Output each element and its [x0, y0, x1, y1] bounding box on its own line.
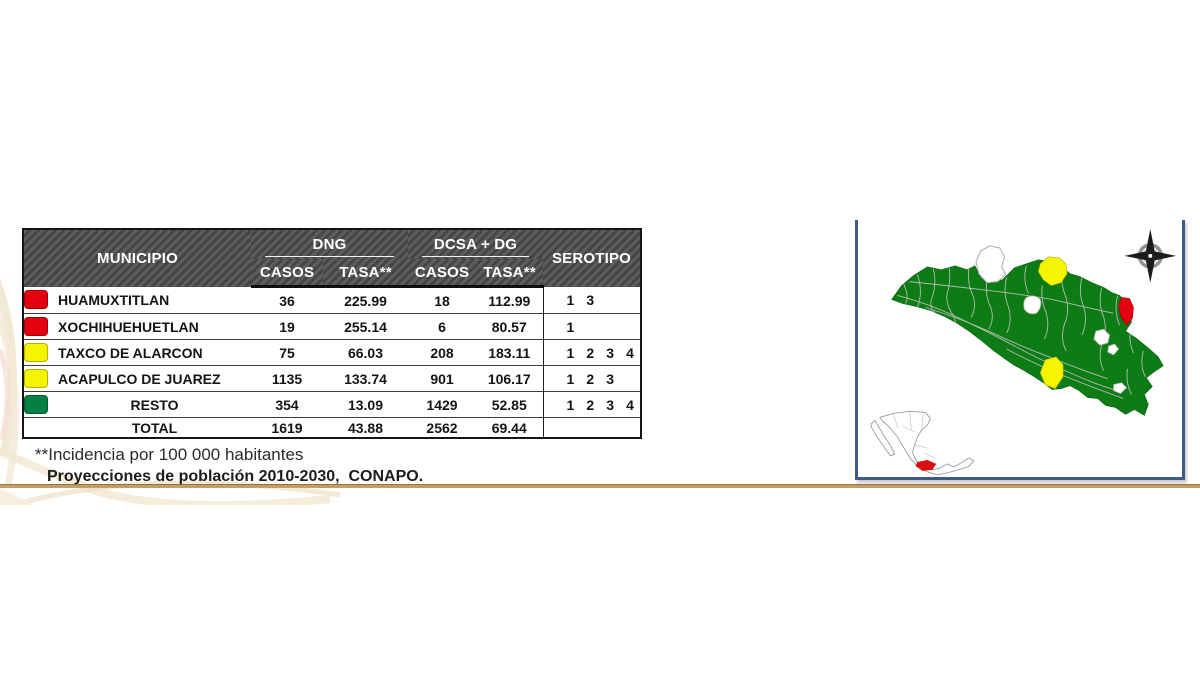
footnotes: **Incidencia por 100 000 habitantes Proy…: [35, 444, 423, 488]
mexico-inset-map: [870, 411, 975, 476]
table-row: ACAPULCO DE JUAREZ 1135 133.74 901 106.1…: [23, 365, 641, 392]
divider-rule: [0, 484, 1200, 488]
municipal-boundaries: [897, 265, 1146, 399]
municipality-highlight-yellow-south: [1039, 356, 1064, 389]
outlined-municipality: [975, 245, 1007, 284]
dengue-table: MUNICIPIO DNG DCSA + DG SEROTIPO CASOS T…: [22, 228, 642, 439]
header-dcsa-casos: CASOS: [408, 259, 476, 288]
header-group-dng: DNG: [251, 229, 408, 259]
table-header: MUNICIPIO DNG DCSA + DG SEROTIPO CASOS T…: [23, 229, 641, 288]
header-dng-casos: CASOS: [251, 259, 323, 288]
municipio-cell: HUAMUXTITLAN: [58, 286, 251, 314]
municipio-cell: XOCHIHUEHUETLAN: [58, 313, 251, 340]
footnote-proyecciones: Proyecciones de población 2010-2030, CON…: [47, 468, 424, 485]
header-dng-tasa: TASA**: [323, 259, 408, 288]
legend-swatch-red: [24, 317, 48, 336]
municipio-cell: RESTO: [58, 391, 251, 418]
guerrero-map: [870, 229, 1177, 476]
municipality-highlight-red-east: [1118, 297, 1134, 326]
map-panel: [855, 220, 1185, 480]
header-group-dcsa-dg: DCSA + DG: [408, 229, 543, 259]
footnote-incidencia: **Incidencia por 100 000 habitantes: [35, 445, 304, 464]
total-label: TOTAL: [131, 419, 178, 436]
header-municipio: MUNICIPIO: [23, 229, 251, 287]
serotipo-cell: 1: [542, 313, 641, 340]
legend-swatch-green: [24, 395, 48, 414]
table-row: XOCHIHUEHUETLAN 19 255.14 6 80.57 1: [23, 313, 641, 340]
white-municipalities: [1023, 295, 1128, 395]
municipio-cell: TAXCO DE ALARCON: [58, 339, 251, 366]
legend-swatch-yellow: [24, 343, 48, 362]
compass-rose-icon: [1124, 229, 1177, 283]
municipality-highlight-yellow-north: [1038, 256, 1068, 286]
header-dcsa-tasa: TASA**: [476, 259, 543, 288]
inset-guerrero-highlight: [915, 459, 937, 471]
municipio-cell: ACAPULCO DE JUAREZ: [58, 365, 251, 392]
legend-swatch-yellow: [24, 369, 48, 388]
header-serotipo: SEROTIPO: [543, 229, 641, 287]
total-row: TOTAL 1619 43.88 2562 69.44: [23, 417, 641, 438]
legend-swatch-red: [24, 290, 48, 310]
